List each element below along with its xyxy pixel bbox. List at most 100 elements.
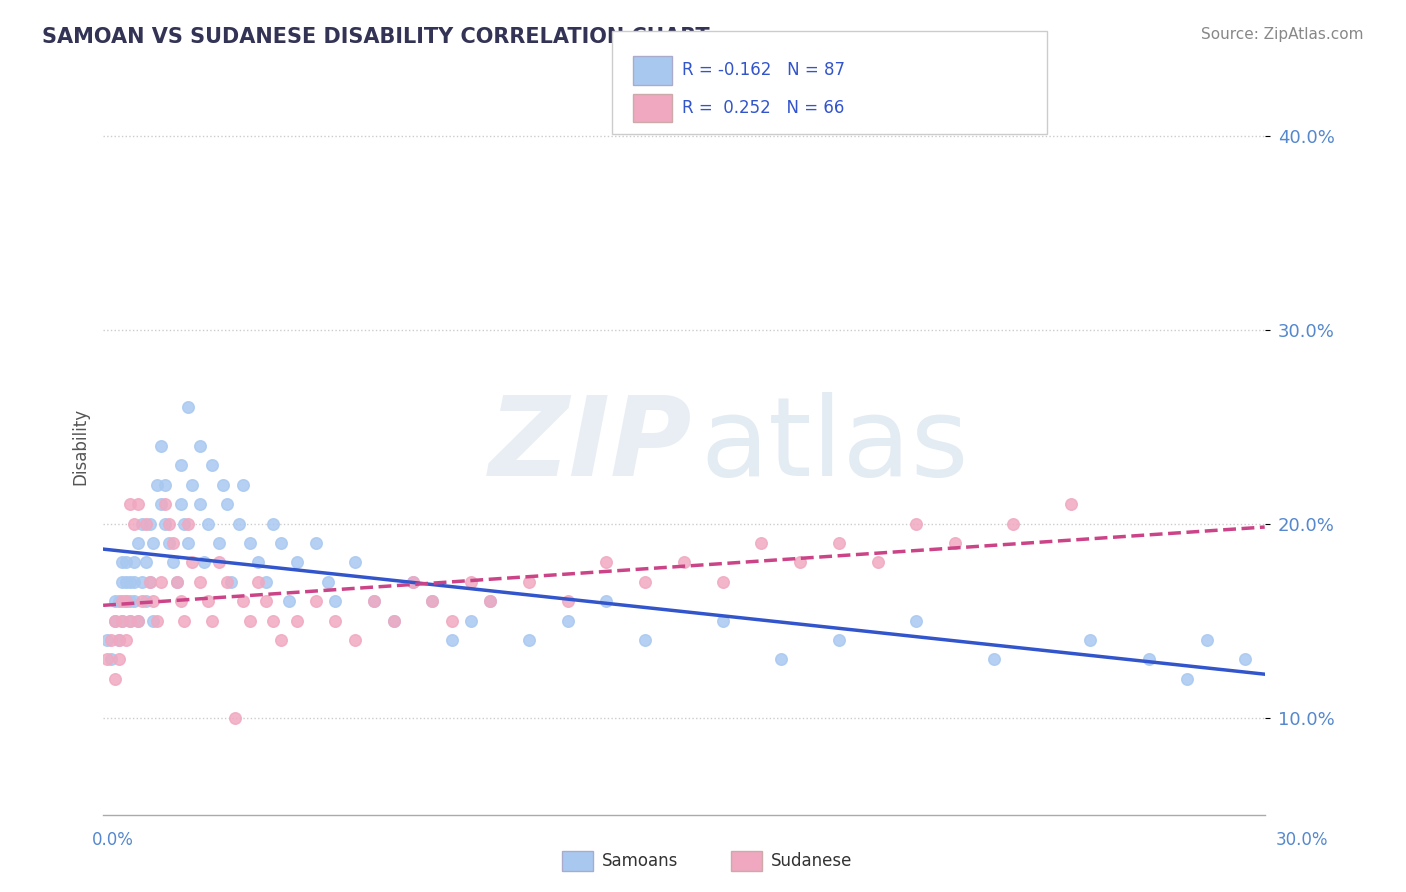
Point [166, 574, 188, 589]
Point [96, 652, 118, 666]
Point [420, 594, 443, 608]
Text: SAMOAN VS SUDANESE DISABILITY CORRELATION CHART: SAMOAN VS SUDANESE DISABILITY CORRELATIO… [42, 27, 710, 46]
Point [173, 516, 195, 531]
Point [96, 632, 118, 647]
Text: Sudanese: Sudanese [770, 852, 852, 870]
Point [138, 574, 160, 589]
Point [212, 477, 235, 491]
Point [104, 594, 127, 608]
Point [120, 614, 142, 628]
Point [120, 574, 142, 589]
Point [142, 536, 165, 550]
Text: Source: ZipAtlas.com: Source: ZipAtlas.com [1201, 27, 1364, 42]
Point [1312, 681, 1334, 696]
Point [208, 536, 231, 550]
Point [107, 652, 129, 666]
Point [135, 594, 157, 608]
Point [1001, 516, 1024, 531]
Point [100, 652, 122, 666]
Text: 0.0%: 0.0% [91, 831, 134, 849]
Point [247, 555, 270, 569]
Point [828, 536, 851, 550]
Point [107, 632, 129, 647]
Point [270, 536, 292, 550]
Point [177, 401, 200, 415]
Point [634, 632, 657, 647]
Point [120, 594, 142, 608]
Point [135, 555, 157, 569]
Text: 30.0%: 30.0% [1277, 831, 1329, 849]
Point [188, 439, 211, 453]
Point [1234, 652, 1257, 666]
Point [193, 555, 215, 569]
Text: R =  0.252   N = 66: R = 0.252 N = 66 [682, 99, 844, 117]
Point [316, 574, 339, 589]
Point [228, 516, 250, 531]
Point [200, 458, 222, 473]
Point [769, 652, 792, 666]
Point [157, 536, 180, 550]
Point [157, 516, 180, 531]
Point [1175, 672, 1198, 686]
Point [254, 594, 277, 608]
Point [263, 516, 285, 531]
Point [153, 477, 176, 491]
Point [173, 614, 195, 628]
Point [177, 516, 200, 531]
Point [122, 516, 145, 531]
Point [162, 536, 184, 550]
Point [219, 574, 242, 589]
Point [402, 574, 425, 589]
Point [150, 439, 173, 453]
Point [122, 574, 145, 589]
Point [127, 536, 149, 550]
Point [215, 497, 238, 511]
Point [169, 594, 191, 608]
Point [1137, 652, 1160, 666]
Point [363, 594, 385, 608]
Point [440, 632, 463, 647]
Point [983, 652, 1005, 666]
Point [166, 574, 188, 589]
Point [131, 574, 153, 589]
Point [104, 614, 127, 628]
Point [305, 536, 328, 550]
Point [231, 594, 253, 608]
Point [150, 574, 173, 589]
Point [115, 594, 138, 608]
Point [672, 555, 695, 569]
Point [363, 594, 385, 608]
Point [188, 497, 211, 511]
Point [557, 614, 579, 628]
Point [146, 614, 169, 628]
Point [131, 594, 153, 608]
Point [1060, 497, 1083, 511]
Point [263, 614, 285, 628]
Point [181, 477, 204, 491]
Point [239, 614, 262, 628]
Point [517, 574, 540, 589]
Point [153, 516, 176, 531]
Point [146, 477, 169, 491]
Point [181, 555, 204, 569]
Point [231, 477, 253, 491]
Point [111, 555, 134, 569]
Point [122, 555, 145, 569]
Point [479, 594, 502, 608]
Point [115, 574, 138, 589]
Point [107, 632, 129, 647]
Point [111, 594, 134, 608]
Point [177, 536, 200, 550]
Point [120, 497, 142, 511]
Point [343, 555, 366, 569]
Point [200, 614, 222, 628]
Text: Samoans: Samoans [602, 852, 678, 870]
Point [162, 555, 184, 569]
Point [517, 632, 540, 647]
Point [138, 574, 160, 589]
Y-axis label: Disability: Disability [72, 408, 89, 484]
Point [711, 614, 734, 628]
Point [382, 614, 405, 628]
Point [1195, 632, 1218, 647]
Point [278, 594, 301, 608]
